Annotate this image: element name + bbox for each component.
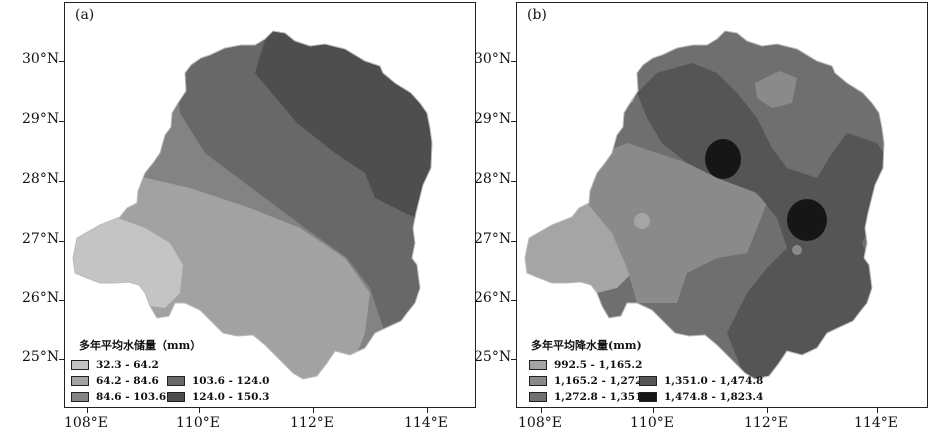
lon-tick xyxy=(541,408,542,413)
lat-tick xyxy=(59,300,64,301)
legend-item: 1,351.0 - 1,474.8 xyxy=(639,375,763,387)
lat-tick xyxy=(59,181,64,182)
panel-label: (a) xyxy=(75,7,95,23)
lon-label: 112°E xyxy=(290,415,334,431)
lat-label: 29°N xyxy=(22,111,60,127)
lon-tick xyxy=(427,408,428,413)
legend-swatch xyxy=(639,376,657,386)
legend-swatch xyxy=(529,392,547,402)
legend-label: 103.6 - 124.0 xyxy=(192,375,270,387)
lat-label: 26°N xyxy=(22,290,60,306)
lat-label: 27°N xyxy=(22,231,60,247)
legend-label: 1,165.2 - 1,272.8 xyxy=(554,375,654,387)
province-outline xyxy=(72,30,433,380)
lat-tick xyxy=(59,241,64,242)
legend-swatch xyxy=(529,376,547,386)
lat-label: 25°N xyxy=(474,349,512,365)
lat-tick xyxy=(59,359,64,360)
province-outline xyxy=(524,30,885,380)
lat-tick xyxy=(59,121,64,122)
map-panel-water-storage: (a) 多年平均水储量（mm） 32.3 - 64.2 64.2 - 84.6 … xyxy=(64,2,476,408)
lon-tick xyxy=(87,408,88,413)
legend-swatch xyxy=(71,376,89,386)
lon-tick xyxy=(877,408,878,413)
lon-label: 108°E xyxy=(64,415,108,431)
legend-swatch xyxy=(529,360,547,370)
lat-label: 30°N xyxy=(474,51,512,67)
zone-1165-1272 xyxy=(577,143,767,303)
legend-label: 64.2 - 84.6 xyxy=(96,375,159,387)
legend-item: 32.3 - 64.2 xyxy=(71,359,159,371)
lon-tick xyxy=(653,408,654,413)
legend-title: 多年平均降水量(mm) xyxy=(531,339,642,352)
legend-label: 124.0 - 150.3 xyxy=(192,391,270,403)
zone-1165-1272-north xyxy=(755,71,797,108)
legend-swatch xyxy=(71,392,89,402)
lat-label: 25°N xyxy=(22,349,60,365)
legend-label: 84.6 - 103.6 xyxy=(96,391,167,403)
legend-swatch xyxy=(639,392,657,402)
lat-tick xyxy=(511,121,516,122)
legend-item: 1,474.8 - 1,823.4 xyxy=(639,391,763,403)
legend-label: 1,272.8 - 1,351.0 xyxy=(554,391,654,403)
legend-swatch xyxy=(167,376,185,386)
lat-label: 29°N xyxy=(474,111,512,127)
lon-label: 114°E xyxy=(854,415,898,431)
legend-item: 64.2 - 84.6 xyxy=(71,375,159,387)
legend-label: 1,351.0 - 1,474.8 xyxy=(664,375,764,387)
legend-item: 103.6 - 124.0 xyxy=(167,375,269,387)
lat-label: 28°N xyxy=(474,171,512,187)
legend-swatch xyxy=(167,392,185,402)
legend-label: 992.5 - 1,165.2 xyxy=(554,359,643,371)
lat-tick xyxy=(511,300,516,301)
zone-1474-1823-east xyxy=(787,199,827,241)
water-storage-map xyxy=(72,30,433,380)
zone-small-northwest xyxy=(615,85,635,105)
lon-label: 110°E xyxy=(630,415,674,431)
lon-label: 112°E xyxy=(744,415,788,431)
zone-103-124 xyxy=(175,31,432,379)
lon-tick xyxy=(313,408,314,413)
panel-label: (b) xyxy=(527,7,547,23)
legend-item: 1,272.8 - 1,351.0 xyxy=(529,391,653,403)
precipitation-map xyxy=(524,30,885,380)
lat-label: 26°N xyxy=(474,290,512,306)
lat-tick xyxy=(511,359,516,360)
map-panel-precipitation: (b) 多年平均降水量(mm) 992.5 - 1,165.2 1,165.2 … xyxy=(516,2,928,408)
lon-label: 110°E xyxy=(176,415,220,431)
legend-item: 84.6 - 103.6 xyxy=(71,391,166,403)
legend-title: 多年平均水储量（mm） xyxy=(79,339,202,352)
lat-tick xyxy=(511,181,516,182)
lat-label: 30°N xyxy=(22,51,60,67)
zone-1474-1823-west xyxy=(705,139,741,179)
legend-label: 1,474.8 - 1,823.4 xyxy=(664,391,764,403)
zone-1351-1474 xyxy=(637,63,884,379)
lon-label: 114°E xyxy=(404,415,448,431)
legend-item: 124.0 - 150.3 xyxy=(167,391,269,403)
lon-tick xyxy=(767,408,768,413)
legend-item: 992.5 - 1,165.2 xyxy=(529,359,642,371)
legend-item: 1,165.2 - 1,272.8 xyxy=(529,375,653,387)
lon-tick xyxy=(199,408,200,413)
lat-tick xyxy=(59,61,64,62)
lat-label: 28°N xyxy=(22,171,60,187)
lat-label: 27°N xyxy=(474,231,512,247)
zone-small-light xyxy=(634,213,650,229)
lat-tick xyxy=(511,61,516,62)
legend-label: 32.3 - 64.2 xyxy=(96,359,159,371)
lat-tick xyxy=(511,241,516,242)
zone-small-medium xyxy=(792,245,802,255)
lon-label: 108°E xyxy=(518,415,562,431)
legend-swatch xyxy=(71,360,89,370)
